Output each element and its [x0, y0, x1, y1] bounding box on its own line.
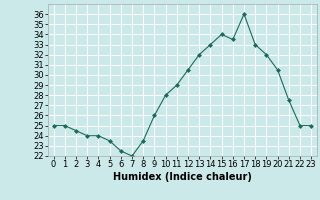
- X-axis label: Humidex (Indice chaleur): Humidex (Indice chaleur): [113, 172, 252, 182]
